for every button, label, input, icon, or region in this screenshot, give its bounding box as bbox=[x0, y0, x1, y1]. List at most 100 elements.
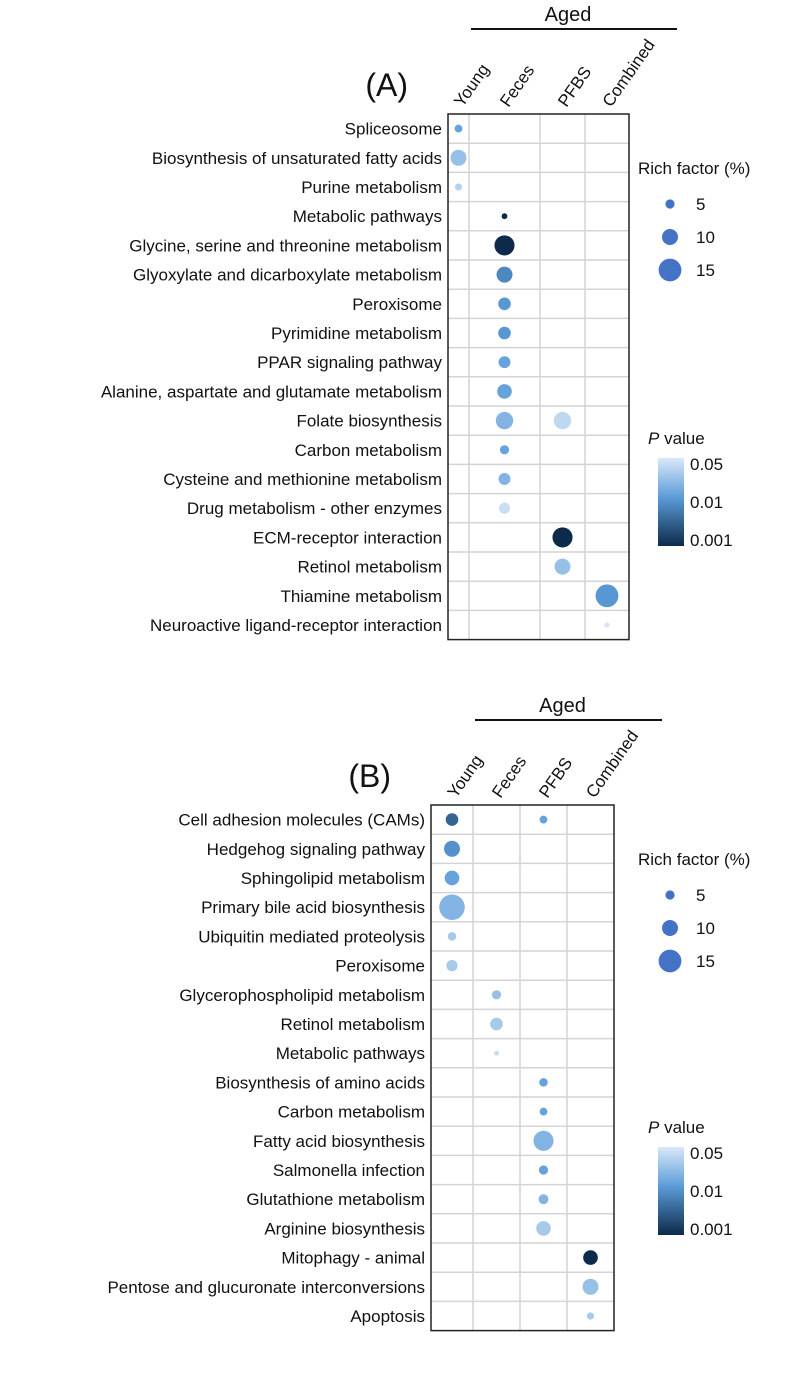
column-label: Young bbox=[444, 751, 487, 801]
data-point bbox=[445, 813, 459, 826]
data-point bbox=[498, 326, 511, 340]
data-point bbox=[454, 124, 463, 133]
data-point bbox=[444, 840, 460, 857]
data-point bbox=[501, 213, 508, 220]
row-label: Glyoxylate and dicarboxylate metabolism bbox=[133, 266, 442, 285]
data-point bbox=[498, 473, 511, 485]
column-label: Combined bbox=[582, 727, 642, 801]
color-legend-title-italic: P bbox=[648, 1118, 660, 1137]
column-label: Combined bbox=[599, 36, 659, 110]
row-label: Pentose and glucuronate interconversions bbox=[107, 1278, 425, 1297]
group-label: Aged bbox=[545, 4, 592, 26]
row-label: Peroxisome bbox=[352, 295, 442, 314]
data-point bbox=[533, 1130, 554, 1151]
color-legend-tick: 0.001 bbox=[690, 1220, 733, 1239]
data-point bbox=[538, 1165, 549, 1175]
size-legend-dot bbox=[665, 890, 675, 900]
row-label: Carbon metabolism bbox=[278, 1103, 425, 1122]
row-label: Sphingolipid metabolism bbox=[241, 869, 425, 888]
data-point bbox=[490, 1017, 503, 1031]
data-point bbox=[498, 502, 511, 514]
data-point bbox=[539, 1107, 548, 1116]
data-point bbox=[582, 1278, 599, 1295]
data-point bbox=[497, 384, 512, 399]
column-label: Young bbox=[450, 60, 493, 110]
row-label: Folate biosynthesis bbox=[296, 412, 442, 431]
data-point bbox=[583, 1250, 598, 1265]
data-point bbox=[604, 622, 610, 628]
size-legend-value: 10 bbox=[696, 919, 715, 938]
data-point bbox=[450, 149, 467, 166]
row-label: Alanine, aspartate and glutamate metabol… bbox=[101, 382, 442, 401]
panel-title: (A) bbox=[365, 67, 408, 103]
size-legend-title: Rich factor (%) bbox=[638, 159, 750, 178]
data-point bbox=[538, 1194, 549, 1205]
row-label: Glutathione metabolism bbox=[246, 1190, 425, 1209]
row-label: Drug metabolism - other enzymes bbox=[187, 499, 442, 518]
data-point bbox=[446, 959, 458, 972]
data-point bbox=[536, 1221, 551, 1236]
size-legend-dot bbox=[658, 949, 682, 973]
size-legend-dot bbox=[658, 258, 682, 282]
row-label: Cysteine and methionine metabolism bbox=[163, 470, 442, 489]
size-legend-dot bbox=[662, 229, 678, 245]
column-label: PFBS bbox=[554, 63, 595, 110]
row-label: Arginine biosynthesis bbox=[264, 1219, 425, 1238]
size-legend-dot bbox=[662, 920, 678, 936]
row-label: Pyrimidine metabolism bbox=[271, 324, 442, 343]
data-point bbox=[495, 411, 514, 430]
size-legend-value: 15 bbox=[696, 952, 715, 971]
row-label: Metabolic pathways bbox=[293, 207, 442, 226]
row-label: Ubiquitin mediated proteolysis bbox=[198, 927, 425, 946]
column-label: PFBS bbox=[535, 754, 576, 801]
row-label: Primary bile acid biosynthesis bbox=[201, 898, 425, 917]
data-point bbox=[539, 815, 548, 824]
data-point bbox=[444, 870, 460, 886]
color-legend-tick: 0.05 bbox=[690, 455, 723, 474]
data-point bbox=[496, 266, 513, 283]
row-label: Glycine, serine and threonine metabolism bbox=[129, 236, 442, 255]
color-legend-tick: 0.01 bbox=[690, 493, 723, 512]
row-label: Cell adhesion molecules (CAMs) bbox=[178, 811, 425, 830]
row-label: Mitophagy - animal bbox=[281, 1249, 425, 1268]
color-legend-bar bbox=[658, 458, 684, 546]
color-legend-title: P value bbox=[648, 1118, 705, 1137]
data-point bbox=[447, 932, 457, 941]
data-point bbox=[586, 1312, 595, 1320]
row-label: Peroxisome bbox=[335, 957, 425, 976]
color-legend-title-rest: value bbox=[659, 429, 704, 448]
plot-frame bbox=[430, 804, 615, 1332]
panel-a: Spliceosome Biosynthesis of unsaturated f… bbox=[101, 4, 750, 641]
size-legend-value: 10 bbox=[696, 228, 715, 247]
row-label: Spliceosome bbox=[345, 120, 442, 139]
plot-frame bbox=[447, 113, 630, 641]
data-point bbox=[553, 411, 572, 430]
data-point bbox=[491, 990, 502, 1000]
data-point bbox=[454, 183, 463, 191]
row-label: Carbon metabolism bbox=[295, 441, 442, 460]
data-point bbox=[595, 584, 619, 608]
column-label: Feces bbox=[488, 752, 530, 801]
color-legend-tick: 0.05 bbox=[690, 1144, 723, 1163]
data-point bbox=[439, 894, 465, 920]
row-label: Neuroactive ligand-receptor interaction bbox=[150, 616, 442, 635]
color-legend-tick: 0.01 bbox=[690, 1182, 723, 1201]
data-point bbox=[554, 558, 571, 575]
data-point bbox=[498, 297, 511, 311]
data-point bbox=[499, 445, 510, 455]
row-label: Thiamine metabolism bbox=[280, 587, 442, 606]
row-label: Hedgehog signaling pathway bbox=[207, 840, 426, 859]
row-label: Biosynthesis of unsaturated fatty acids bbox=[152, 149, 442, 168]
size-legend-title: Rich factor (%) bbox=[638, 850, 750, 869]
color-legend-title: P value bbox=[648, 429, 705, 448]
color-legend-title-rest: value bbox=[659, 1118, 704, 1137]
row-label: Retinol metabolism bbox=[297, 558, 442, 577]
color-legend-bar bbox=[658, 1147, 684, 1235]
row-label: Glycerophospholipid metabolism bbox=[179, 986, 425, 1005]
row-label: Apoptosis bbox=[350, 1307, 425, 1326]
data-point bbox=[552, 527, 573, 548]
column-label: Feces bbox=[496, 61, 538, 110]
row-label: Biosynthesis of amino acids bbox=[215, 1073, 425, 1092]
row-label: Metabolic pathways bbox=[276, 1044, 425, 1063]
